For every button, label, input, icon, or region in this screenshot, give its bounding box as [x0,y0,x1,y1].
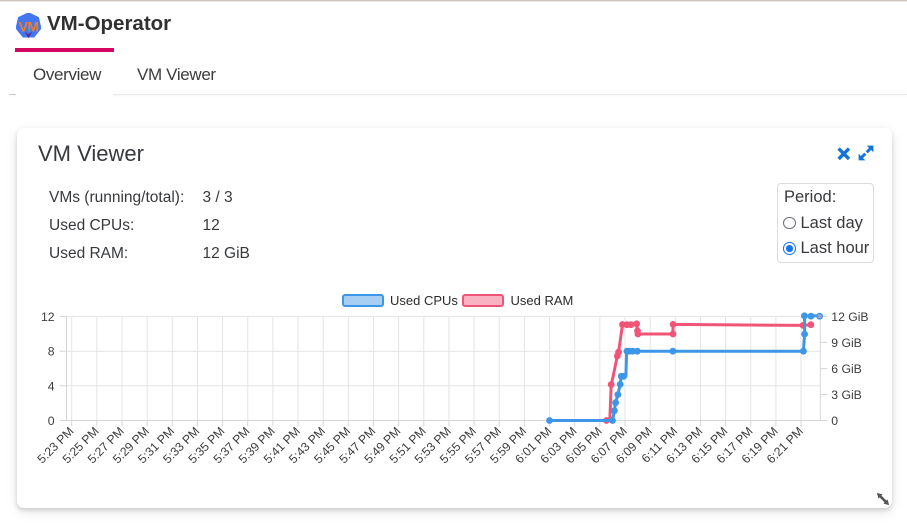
svg-text:VM: VM [19,18,39,34]
svg-text:12: 12 [41,310,55,324]
svg-text:6 GiB: 6 GiB [831,362,861,376]
svg-text:0: 0 [48,414,55,428]
svg-text:9 GiB: 9 GiB [831,336,861,350]
svg-text:0: 0 [831,414,838,428]
svg-text:8: 8 [48,345,55,359]
svg-text:4: 4 [48,379,55,393]
svg-text:12 GiB: 12 GiB [831,310,868,324]
svg-text:3 GiB: 3 GiB [831,388,861,402]
